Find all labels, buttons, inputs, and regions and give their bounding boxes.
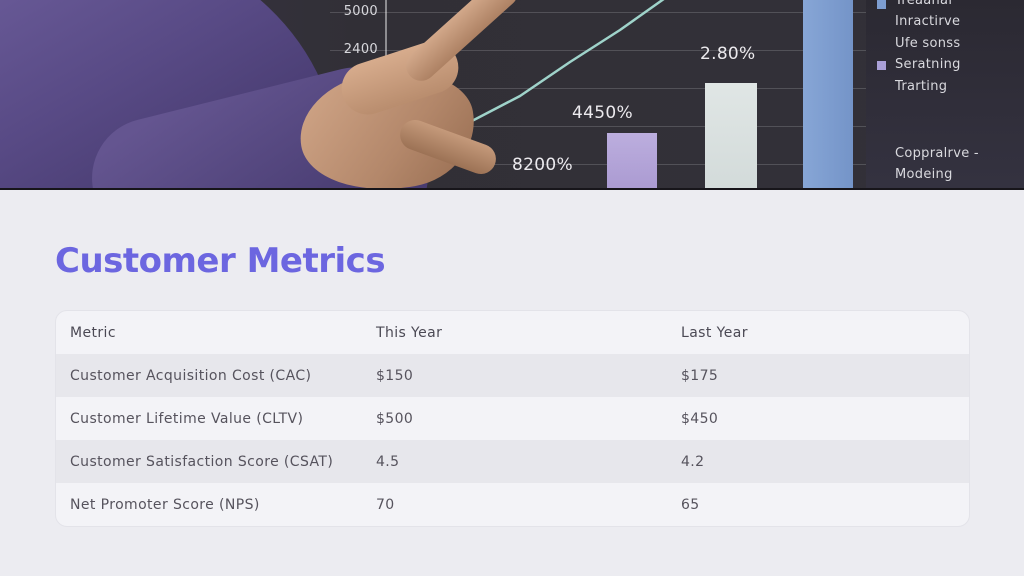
metric-name: Net Promoter Score (NPS) — [70, 496, 260, 513]
this-year-value: 4.5 — [376, 453, 400, 470]
last-year-value: $450 — [681, 410, 719, 427]
table-header-row: Metric This Year Last Year — [56, 311, 969, 354]
bar-value-label: 8200% — [512, 155, 573, 175]
legend-label: Treaanal — [895, 0, 953, 8]
legend-label: Ufe sonss — [895, 36, 961, 51]
legend-footnote: Coppralrve - — [895, 146, 979, 161]
metric-name: Customer Satisfaction Score (CSAT) — [70, 453, 334, 470]
y-axis-tick: 5000 — [343, 4, 378, 19]
this-year-value: 70 — [376, 496, 395, 513]
table-row: Customer Satisfaction Score (CSAT) 4.5 4… — [56, 440, 969, 483]
legend-swatch-purple — [877, 61, 886, 70]
table-row: Customer Lifetime Value (CLTV) $500 $450 — [56, 397, 969, 440]
legend-label: Trarting — [895, 79, 948, 94]
table-row: Net Promoter Score (NPS) 70 65 — [56, 483, 969, 526]
last-year-value: 4.2 — [681, 453, 705, 470]
bar-blue — [803, 0, 853, 188]
table-row: Customer Acquisition Cost (CAC) $150 $17… — [56, 354, 969, 397]
column-header-last-year: Last Year — [681, 324, 748, 341]
page-title: Customer Metrics — [55, 241, 386, 281]
chart-gridline — [330, 88, 870, 89]
bar-value-label: 2.80% — [700, 44, 756, 64]
slide-body: Customer Metrics Metric This Year Last Y… — [0, 192, 1024, 576]
this-year-value: $500 — [376, 410, 414, 427]
bar-value-label: 4450% — [572, 103, 633, 123]
legend-label: Inractirve — [895, 14, 961, 29]
column-header-this-year: This Year — [376, 324, 443, 341]
this-year-value: $150 — [376, 367, 414, 384]
chart-legend: Treaanal Inractirve Ufe sonss Seratning … — [866, 0, 1024, 188]
hero-image: 5000 2400 8200% 4450% 2.80% Treaanal Inr… — [0, 0, 1024, 190]
legend-swatch-blue — [877, 0, 886, 9]
chart-gridline — [330, 164, 870, 165]
last-year-value: 65 — [681, 496, 700, 513]
metric-name: Customer Lifetime Value (CLTV) — [70, 410, 304, 427]
metric-name: Customer Acquisition Cost (CAC) — [70, 367, 312, 384]
metrics-table: Metric This Year Last Year Customer Acqu… — [55, 310, 970, 527]
last-year-value: $175 — [681, 367, 719, 384]
legend-label: Seratning — [895, 57, 961, 72]
column-header-metric: Metric — [70, 324, 116, 341]
bar-white — [705, 83, 757, 188]
chart-gridline — [330, 50, 870, 51]
legend-footnote: Modeing — [895, 167, 953, 182]
chart-gridline — [330, 12, 870, 13]
bar-purple — [607, 133, 657, 188]
y-axis-tick: 2400 — [343, 42, 378, 57]
chart-gridline — [330, 126, 870, 127]
